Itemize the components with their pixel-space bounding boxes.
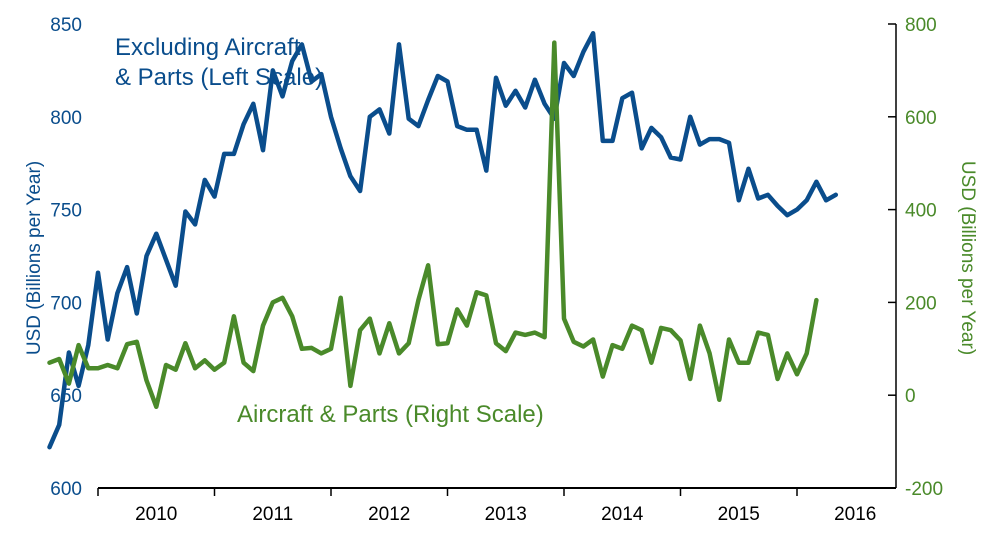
x-tick-label: 2014 xyxy=(601,504,644,525)
left-tick-label: 600 xyxy=(50,479,82,500)
x-tick-label: 2012 xyxy=(368,504,410,525)
x-tick-label: 2010 xyxy=(135,504,177,525)
right-tick-label: 400 xyxy=(905,201,937,222)
left-tick-label: 750 xyxy=(50,201,82,222)
right-tick-label: 0 xyxy=(905,386,916,407)
x-tick-label: 2011 xyxy=(252,504,293,525)
annotation-blue-line2: & Parts (Left Scale) xyxy=(115,64,323,91)
left-tick-label: 700 xyxy=(50,293,82,314)
x-tick-label: 2013 xyxy=(485,504,527,525)
right-axis-title: USD (Billions per Year) xyxy=(957,161,978,355)
right-axis-ticks: -200 0 200 400 600 800 xyxy=(888,15,943,500)
left-tick-label: 650 xyxy=(50,386,82,407)
right-tick-label: 600 xyxy=(905,108,937,129)
series-line-aircraft-parts xyxy=(47,40,819,410)
x-axis-ticks: 2010 2011 2012 2013 2014 2015 2016 xyxy=(97,488,876,525)
left-axis-title: USD (Billions per Year) xyxy=(24,161,45,355)
right-tick-label: 800 xyxy=(905,15,937,36)
annotation-blue-line1: Excluding Aircraft xyxy=(115,34,301,61)
right-tick-label: -200 xyxy=(905,479,943,500)
left-tick-label: 850 xyxy=(50,15,82,36)
annotation-green: Aircraft & Parts (Right Scale) xyxy=(237,401,544,428)
right-tick-label: 200 xyxy=(905,293,937,314)
x-tick-label: 2016 xyxy=(834,504,876,525)
left-axis-ticks: 600 650 700 750 800 850 xyxy=(50,15,82,500)
x-tick-label: 2015 xyxy=(718,504,760,525)
left-tick-label: 800 xyxy=(50,108,82,129)
series-line-excluding-aircraft xyxy=(47,31,839,450)
